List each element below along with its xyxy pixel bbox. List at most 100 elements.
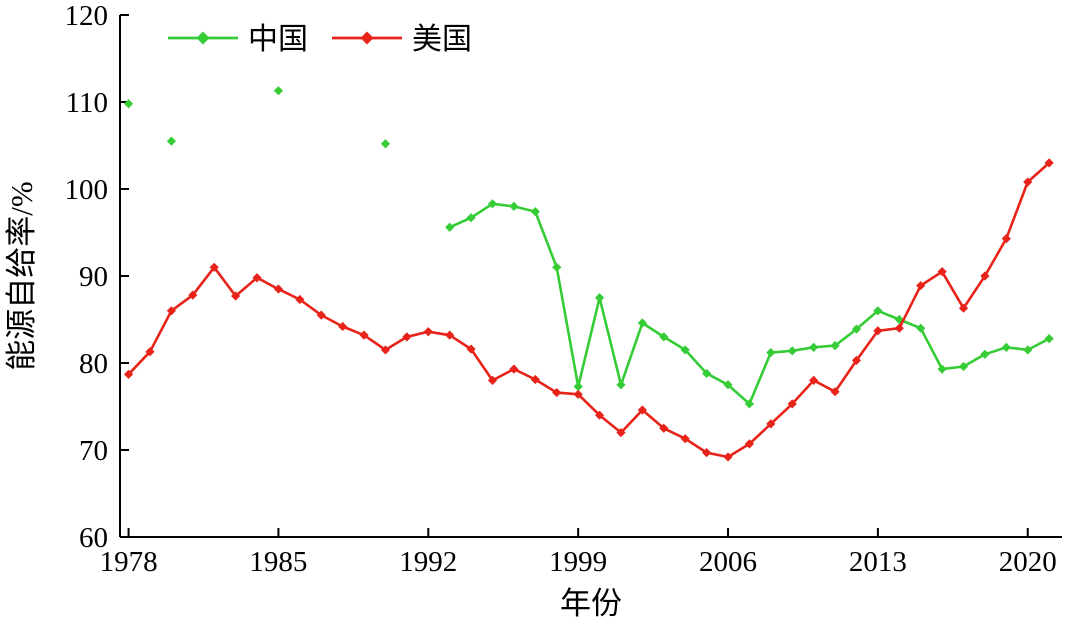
- data-point-marker: [316, 310, 326, 320]
- data-point-marker: [594, 293, 605, 303]
- x-tick-label: 2020: [999, 546, 1057, 578]
- data-point-marker: [916, 280, 926, 291]
- data-point-marker: [1001, 342, 1011, 352]
- data-point-marker: [145, 347, 155, 357]
- y-tick-label: 110: [66, 87, 108, 119]
- data-point-marker: [937, 267, 947, 277]
- data-point-marker: [702, 368, 712, 379]
- data-point-marker: [380, 139, 391, 149]
- data-point-marker: [723, 452, 733, 462]
- data-point-marker: [295, 294, 305, 305]
- data-point-marker: [702, 448, 712, 458]
- data-point-marker: [573, 389, 583, 399]
- data-point-marker: [637, 318, 647, 328]
- data-point-marker: [402, 332, 412, 342]
- data-point-marker: [958, 361, 969, 372]
- series-line: [127, 161, 1051, 459]
- data-point-marker: [1023, 177, 1033, 187]
- data-point-marker: [980, 349, 990, 359]
- data-point-marker: [338, 321, 348, 332]
- data-point-marker: [423, 327, 433, 337]
- data-point-marker: [766, 347, 776, 358]
- data-point-marker: [166, 306, 176, 316]
- data-point-marker: [445, 330, 455, 340]
- data-point-marker: [123, 99, 134, 109]
- y-tick-label: 120: [65, 0, 109, 32]
- data-point-marker: [1044, 334, 1054, 344]
- data-point-marker: [445, 222, 455, 232]
- y-tick-label: 90: [79, 261, 108, 293]
- data-point-marker: [359, 330, 369, 340]
- data-point-marker: [873, 326, 883, 336]
- data-point-marker: [509, 201, 519, 211]
- data-point-marker: [273, 86, 284, 96]
- data-point-marker: [530, 207, 540, 217]
- data-point-marker: [380, 345, 391, 355]
- data-point-marker: [894, 323, 904, 333]
- data-point-marker: [123, 369, 134, 379]
- data-point-marker: [209, 262, 219, 272]
- x-tick-label: 1985: [249, 546, 307, 578]
- data-point-marker: [616, 428, 626, 438]
- legend-marker: [196, 31, 210, 45]
- axes: [119, 15, 1062, 538]
- data-point-marker: [659, 332, 669, 342]
- series-china: [123, 86, 1054, 409]
- data-point-marker: [809, 342, 819, 352]
- data-point-marker: [530, 374, 540, 385]
- data-point-marker: [637, 405, 647, 415]
- data-point-marker: [809, 375, 819, 385]
- data-point-marker: [723, 380, 733, 390]
- data-point-marker: [830, 387, 840, 397]
- data-point-marker: [958, 303, 969, 313]
- data-point-marker: [744, 439, 755, 449]
- series-usa: [123, 158, 1054, 462]
- data-point-marker: [937, 364, 947, 374]
- data-point-marker: [916, 323, 926, 333]
- series-line: [448, 202, 1051, 406]
- x-tick-label: 2013: [849, 546, 907, 578]
- data-point-marker: [1044, 158, 1054, 168]
- data-point-marker: [552, 387, 562, 398]
- data-point-marker: [616, 380, 626, 390]
- data-point-marker: [830, 341, 840, 351]
- x-tick-label: 1978: [100, 546, 158, 578]
- data-point-marker: [680, 434, 690, 444]
- y-axis-title: 能源自给率/%: [4, 181, 39, 370]
- data-point-marker: [744, 399, 755, 409]
- y-tick-label: 70: [79, 435, 108, 467]
- data-point-marker: [487, 199, 498, 209]
- x-tick-label: 1992: [399, 546, 457, 578]
- data-point-marker: [659, 423, 669, 433]
- data-point-marker: [1023, 345, 1033, 355]
- data-point-marker: [273, 284, 284, 294]
- data-point-marker: [594, 410, 605, 420]
- data-point-marker: [188, 290, 198, 300]
- y-tick-label: 80: [79, 348, 108, 380]
- legend: 中国 美国: [168, 23, 472, 56]
- data-point-marker: [552, 262, 562, 272]
- data-point-marker: [894, 314, 904, 325]
- data-point-marker: [466, 344, 476, 354]
- data-point-marker: [231, 291, 241, 301]
- x-axis-ticks: 1978 1985 1992 1999 2006 2013 2020: [100, 528, 1057, 578]
- data-point-marker: [680, 345, 690, 355]
- y-tick-label: 100: [65, 174, 109, 206]
- legend-marker: [360, 31, 374, 45]
- data-point-marker: [573, 381, 583, 392]
- x-tick-label: 1999: [549, 546, 607, 578]
- legend-item: 美国: [332, 23, 472, 56]
- data-point-marker: [766, 419, 776, 429]
- legend-item: 中国: [168, 23, 308, 56]
- data-point-marker: [166, 136, 176, 146]
- data-point-marker: [1001, 233, 1011, 244]
- y-tick-label: 60: [79, 522, 108, 554]
- data-point-marker: [851, 324, 862, 334]
- data-point-marker: [252, 273, 262, 283]
- data-point-marker: [487, 375, 498, 385]
- data-point-marker: [787, 346, 797, 356]
- legend-label: 中国: [248, 23, 308, 56]
- data-point-marker: [509, 364, 519, 374]
